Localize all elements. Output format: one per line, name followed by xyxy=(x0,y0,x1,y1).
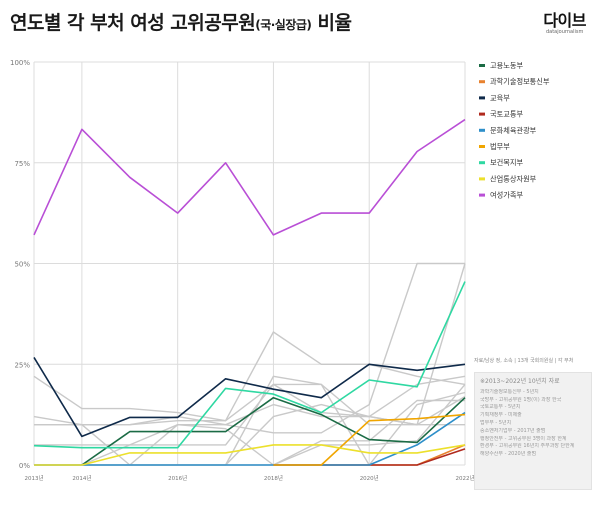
legend-swatch xyxy=(479,64,485,67)
legend-swatch xyxy=(479,177,485,181)
x-tick-label: 2013년 xyxy=(24,474,43,482)
note-line: 해양수산부 - 2020년 출범 xyxy=(480,451,537,458)
legend-swatch xyxy=(479,193,485,197)
y-tick-label: 75% xyxy=(14,160,30,168)
logo: 다이브 datajournalism xyxy=(543,7,586,35)
legend-label: 여성가족부 xyxy=(490,191,523,200)
x-tick-label: 2022년 xyxy=(455,474,474,482)
legend: 고용노동부과학기술정보통신부교육부국토교통부문화체육관광부법무부보건복지부산업통… xyxy=(479,61,550,200)
series-line xyxy=(81,396,466,466)
legend-swatch xyxy=(479,112,485,116)
legend-swatch xyxy=(479,161,485,165)
legend-swatch xyxy=(479,128,485,132)
y-tick-label: 0% xyxy=(19,462,30,470)
note-line: 국방부 - 고위공무원 1명(이) 과장 한국 xyxy=(480,396,562,403)
source-text: 자료/남상 정, 소속 | 13개 국회의원실 | 각 부처 xyxy=(474,358,574,364)
legend-label: 국토교통부 xyxy=(490,110,523,119)
background-series-line xyxy=(33,331,466,422)
series-line xyxy=(273,413,466,466)
series-line xyxy=(33,356,466,438)
y-tick-label: 25% xyxy=(14,361,30,369)
note-line: 환경부 - 고위공무원 16년치 주무과장 단한계 xyxy=(480,443,575,450)
note-lines: 과학기술정보통신부 - 5년치 국방부 - 고위공무원 1명(이) 과장 한국 국토… xyxy=(480,389,586,459)
x-tick-label: 2014년 xyxy=(72,474,91,482)
legend-label: 문화체육관광부 xyxy=(490,126,537,135)
legend-label: 산업통상자원부 xyxy=(490,174,537,183)
title-sub: (국·실장급) xyxy=(255,18,312,32)
note-line: 행정안전부 - 고위공무원 3명이 과장 한계 xyxy=(480,435,567,442)
note-heading: ※2013~2022년 10년치 자료 xyxy=(480,378,560,385)
legend-label: 교육부 xyxy=(490,93,510,102)
note-line: 기획재정부 - 미제출 xyxy=(480,412,522,419)
logo-text: 다이브 xyxy=(543,11,586,30)
note-line: 과학기술정보통신부 - 5년치 xyxy=(480,388,539,395)
x-tick-label: 2018년 xyxy=(264,474,283,482)
grid xyxy=(33,61,466,466)
legend-label: 보건복지부 xyxy=(490,158,523,167)
y-axis-ticks: 0% 25% 50% 75% 100% xyxy=(10,59,30,470)
legend-swatch xyxy=(479,80,485,84)
x-axis-ticks: 2013년 2014년 2016년 2018년 2020년 2022년 xyxy=(24,474,474,482)
y-tick-label: 100% xyxy=(10,59,30,67)
chart-title: 연도별 각 부처 여성 고위공무원(국·실장급) 비율 xyxy=(10,8,352,35)
legend-swatch xyxy=(479,145,485,148)
background-series-line xyxy=(34,262,465,466)
legend-swatch xyxy=(479,96,485,100)
legend-label: 고용노동부 xyxy=(490,61,523,70)
legend-label: 과학기술정보통신부 xyxy=(490,77,550,86)
title-end: 비율 xyxy=(311,12,352,34)
title-main: 연도별 각 부처 여성 고위공무원 xyxy=(10,12,256,34)
note-line: 법무부 - 5년치 xyxy=(480,419,512,426)
series-line xyxy=(34,444,466,466)
series-lines xyxy=(33,118,466,466)
note-box: ※2013~2022년 10년치 자료 과학기술정보통신부 - 5년치 국방부 -… xyxy=(474,372,592,490)
y-tick-label: 50% xyxy=(14,261,30,269)
note-line: 국토교통부 - 5년치 xyxy=(480,404,521,411)
logo-url: datajournalism xyxy=(545,29,584,35)
legend-label: 법무부 xyxy=(490,142,510,151)
x-tick-label: 2016년 xyxy=(168,474,187,482)
series-line xyxy=(33,118,466,236)
x-tick-label: 2020년 xyxy=(360,474,379,482)
series-line xyxy=(33,281,466,449)
note-line: 중소벤처기업부 - 2017년 출범 xyxy=(480,427,546,434)
series-line xyxy=(34,411,466,466)
